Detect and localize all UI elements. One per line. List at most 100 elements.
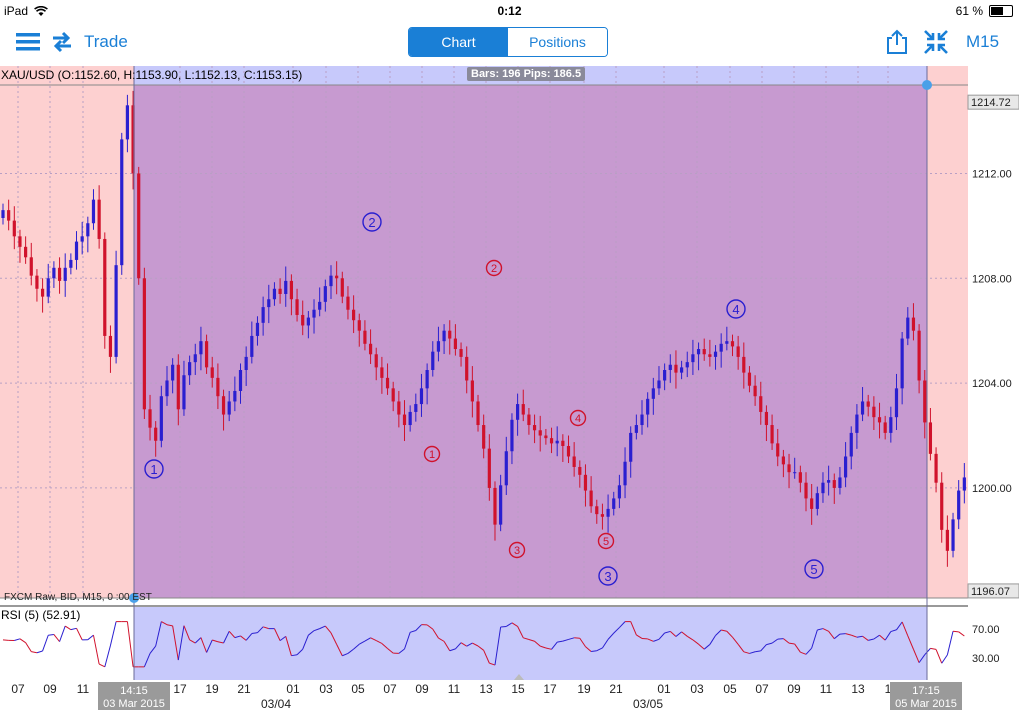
svg-text:17:15: 17:15 [912, 685, 940, 697]
selection-handle-top[interactable] [922, 80, 932, 90]
rsi-segment [296, 648, 304, 656]
rsi-segment [562, 638, 569, 642]
price-label: 1214.72 [967, 94, 1019, 110]
rsi-segment [523, 637, 530, 640]
rsi-segment [851, 634, 858, 638]
candle [255, 316, 260, 346]
rsi-segment [941, 654, 948, 664]
rsi-segment [36, 650, 43, 654]
collapse-icon[interactable] [922, 28, 950, 56]
rsi-segment [935, 649, 943, 664]
rsi-segment [257, 626, 264, 634]
candle [357, 313, 361, 347]
rsi-segment [404, 632, 411, 650]
candle [589, 476, 593, 513]
time-tick: 21 [237, 682, 251, 696]
rsi-segment [630, 621, 637, 636]
candle [414, 393, 418, 422]
candle [436, 326, 441, 362]
candle [838, 466, 842, 495]
rsi-segment [912, 649, 920, 663]
rsi-segment [364, 637, 371, 642]
wave-label: 4 [569, 409, 587, 427]
time-tick: 15 [511, 682, 525, 696]
selection-info-badge: Bars: 196 Pips: 186.5 [467, 67, 586, 81]
candle [900, 332, 904, 405]
svg-text:1196.07: 1196.07 [971, 586, 1010, 598]
rsi-segment [64, 625, 72, 631]
menu-icon[interactable] [14, 30, 42, 54]
rsi-segment [347, 648, 354, 654]
rsi-segment [545, 647, 552, 650]
rsi-segment [251, 632, 258, 635]
selection-handle-bottom[interactable] [129, 593, 139, 603]
rsi-segment [183, 625, 191, 641]
timeframe-button[interactable]: M15 [966, 32, 1000, 51]
rsi-segment [489, 662, 496, 666]
candle [12, 206, 16, 250]
candle [640, 400, 644, 435]
time-tick: 05 [351, 682, 365, 696]
rsi-segment [443, 641, 451, 651]
candle [843, 442, 848, 488]
wave-label: 2 [362, 212, 382, 232]
candle [849, 426, 853, 470]
toolbar: Trade Chart Positions M15 [0, 22, 1019, 66]
tab-positions[interactable]: Positions [508, 28, 607, 56]
rsi-segment [415, 624, 422, 631]
rsi-segment [930, 647, 937, 650]
rsi-segment [48, 633, 54, 636]
rsi-segment [896, 621, 903, 631]
candle [188, 355, 192, 385]
candle [527, 408, 531, 435]
candle [182, 360, 186, 416]
rsi-segment [607, 632, 615, 640]
rsi-segment [104, 645, 111, 667]
rsi-segment [783, 638, 790, 644]
rsi-segment [109, 621, 117, 646]
candle [928, 408, 933, 461]
candle [657, 366, 661, 395]
svg-text:4: 4 [575, 413, 581, 425]
rsi-segment [330, 632, 338, 645]
candle [165, 366, 169, 406]
time-tick: 21 [609, 682, 623, 696]
candle [674, 350, 678, 389]
trade-button[interactable]: Trade [84, 32, 128, 51]
candle [646, 392, 650, 428]
candle [29, 242, 33, 286]
rsi-segment [658, 632, 666, 640]
candle [250, 321, 254, 364]
rsi-segment [873, 634, 880, 640]
candle [131, 90, 135, 190]
svg-text:1: 1 [429, 449, 435, 461]
tab-chart[interactable]: Chart [409, 28, 508, 56]
swap-arrows-icon[interactable] [50, 30, 74, 54]
candle [402, 400, 407, 442]
candle [210, 356, 214, 388]
candle [385, 363, 390, 395]
candle [617, 474, 621, 509]
candle [171, 358, 175, 394]
rsi-segment [324, 625, 332, 634]
rsi-segment [760, 644, 767, 652]
candle [448, 320, 452, 355]
time-tick: 11 [448, 682, 461, 696]
candle [301, 300, 305, 336]
candle [521, 389, 525, 422]
candle [493, 481, 497, 541]
candle [74, 231, 79, 270]
candle [742, 342, 746, 389]
candle [827, 465, 831, 496]
scroll-indicator[interactable] [514, 674, 524, 680]
share-icon[interactable] [884, 28, 910, 56]
chart-grid [0, 66, 968, 598]
wave-label: 2 [485, 259, 503, 277]
selection-region[interactable] [134, 66, 927, 598]
candle [459, 342, 463, 367]
wave-label: 1 [144, 459, 164, 479]
rsi-segment [206, 639, 213, 653]
